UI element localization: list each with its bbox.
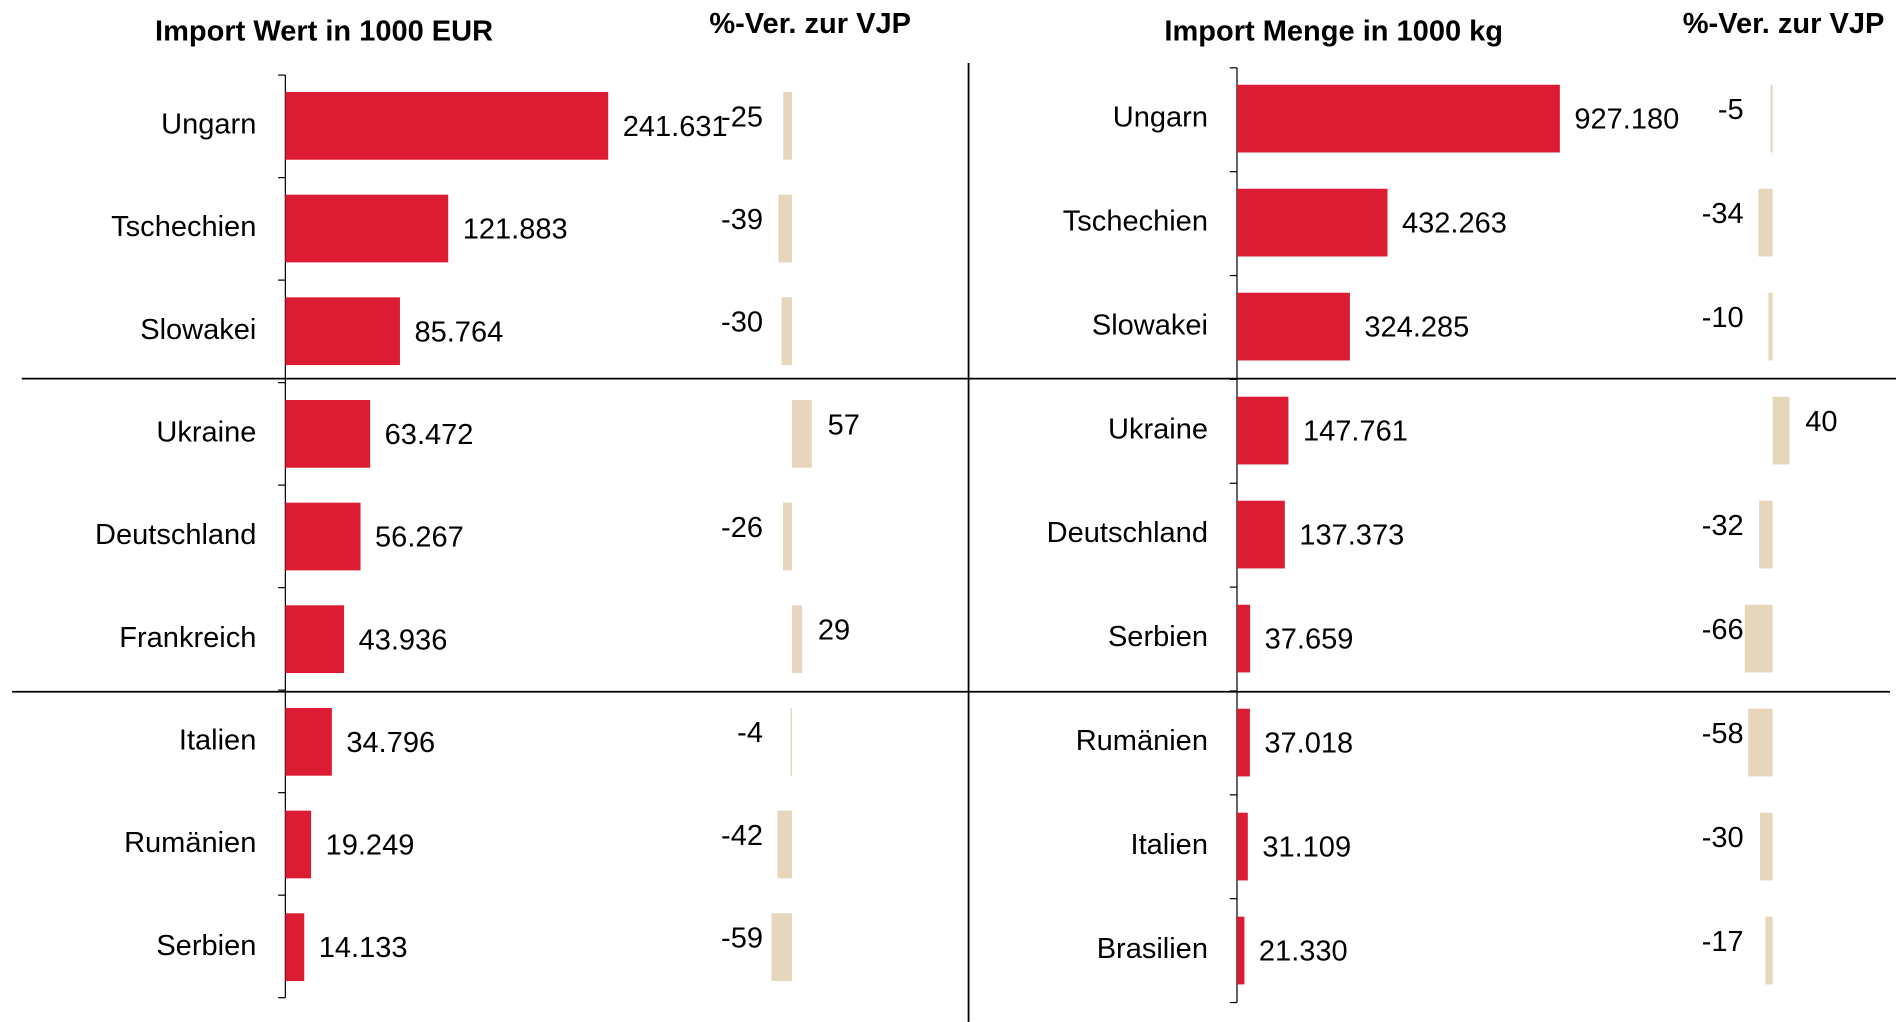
change-label: -58: [1702, 718, 1744, 750]
bar: [285, 194, 449, 263]
category-label: Serbien: [156, 930, 256, 962]
change-bar: [782, 502, 793, 571]
change-bar: [1748, 708, 1773, 777]
change-label: -30: [721, 307, 763, 339]
category-label: Deutschland: [95, 519, 256, 551]
change-label: -42: [721, 820, 763, 852]
category-label: Slowakei: [1092, 309, 1208, 341]
bar: [1236, 396, 1289, 465]
change-bar: [781, 297, 793, 366]
category-label: Italien: [1131, 829, 1208, 861]
change-bar: [1765, 916, 1773, 985]
change-bar: [792, 605, 803, 674]
bar: [1236, 812, 1248, 881]
change-bar: [1770, 84, 1773, 153]
change-bar: [771, 913, 793, 982]
value-label: 927.180: [1574, 104, 1679, 136]
change-label: -5: [1718, 94, 1744, 126]
value-label: 147.761: [1303, 416, 1408, 448]
change-label: 57: [828, 409, 860, 441]
value-label: 324.285: [1364, 312, 1469, 344]
change-bar: [790, 707, 793, 776]
category-label: Serbien: [1108, 621, 1208, 653]
bar: [285, 810, 312, 879]
change-label: -39: [721, 204, 763, 236]
change-bar: [777, 810, 793, 879]
category-label: Ukraine: [1108, 413, 1208, 445]
bar: [1236, 292, 1350, 361]
change-label: -26: [721, 512, 763, 544]
change-bar: [1759, 500, 1773, 569]
value-label: 37.659: [1265, 624, 1354, 656]
category-label: Deutschland: [1047, 517, 1208, 549]
bar: [1236, 84, 1560, 153]
change-label: 40: [1805, 406, 1837, 438]
category-label: Frankreich: [119, 622, 256, 654]
category-label: Slowakei: [140, 314, 256, 346]
bar: [285, 913, 305, 982]
change-label: -17: [1702, 926, 1744, 958]
category-label: Rumänien: [124, 827, 256, 859]
change-label: 29: [818, 615, 850, 647]
value-label: 34.796: [346, 727, 435, 759]
value-label: 85.764: [414, 316, 503, 348]
chart-title: Import Wert in 1000 EUR: [155, 15, 493, 47]
change-label: -30: [1702, 822, 1744, 854]
category-label: Ungarn: [1113, 101, 1208, 133]
value-label: 43.936: [359, 624, 448, 656]
chart-title: Import Menge in 1000 kg: [1164, 15, 1503, 47]
category-label: Ukraine: [156, 417, 256, 449]
change-bar: [1758, 188, 1773, 257]
value-label: 56.267: [375, 522, 464, 554]
change-label: -4: [737, 717, 763, 749]
change-bar: [1772, 396, 1790, 465]
value-label: 121.883: [463, 214, 568, 246]
change-label: -34: [1702, 198, 1744, 230]
value-label: 37.018: [1264, 728, 1353, 760]
bar: [285, 399, 371, 468]
change-title: %-Ver. zur VJP: [709, 8, 911, 40]
value-label: 19.249: [326, 830, 415, 862]
change-label: -66: [1702, 614, 1744, 646]
change-bar: [778, 194, 793, 263]
change-title: %-Ver. zur VJP: [1683, 8, 1885, 40]
change-label: -59: [721, 923, 763, 955]
value-label: 137.373: [1299, 520, 1404, 552]
change-bar: [792, 399, 812, 468]
bar: [285, 92, 609, 160]
bar: [1236, 604, 1251, 673]
value-label: 432.263: [1402, 208, 1507, 240]
bar: [285, 502, 361, 571]
category-label: Italien: [179, 725, 256, 757]
change-bar: [1760, 812, 1773, 881]
bar: [285, 707, 332, 776]
category-label: Rumänien: [1076, 725, 1208, 757]
category-label: Brasilien: [1097, 933, 1208, 965]
bar: [285, 605, 345, 674]
change-label: -25: [721, 101, 763, 133]
category-label: Tschechien: [111, 211, 256, 243]
change-label: -32: [1702, 510, 1744, 542]
change-bar: [783, 92, 793, 160]
bar: [1236, 708, 1250, 777]
value-label: 21.330: [1259, 936, 1348, 968]
bar: [285, 297, 400, 366]
bar: [1236, 916, 1245, 985]
value-label: 241.631: [623, 111, 728, 143]
change-label: -10: [1702, 302, 1744, 334]
change-bar: [1768, 292, 1773, 361]
bar: [1236, 188, 1388, 257]
value-label: 31.109: [1262, 832, 1351, 864]
bar: [1236, 500, 1285, 569]
change-bar: [1744, 604, 1773, 673]
category-label: Tschechien: [1063, 205, 1208, 237]
category-label: Ungarn: [161, 109, 256, 141]
value-label: 63.472: [385, 419, 474, 451]
value-label: 14.133: [319, 932, 408, 964]
